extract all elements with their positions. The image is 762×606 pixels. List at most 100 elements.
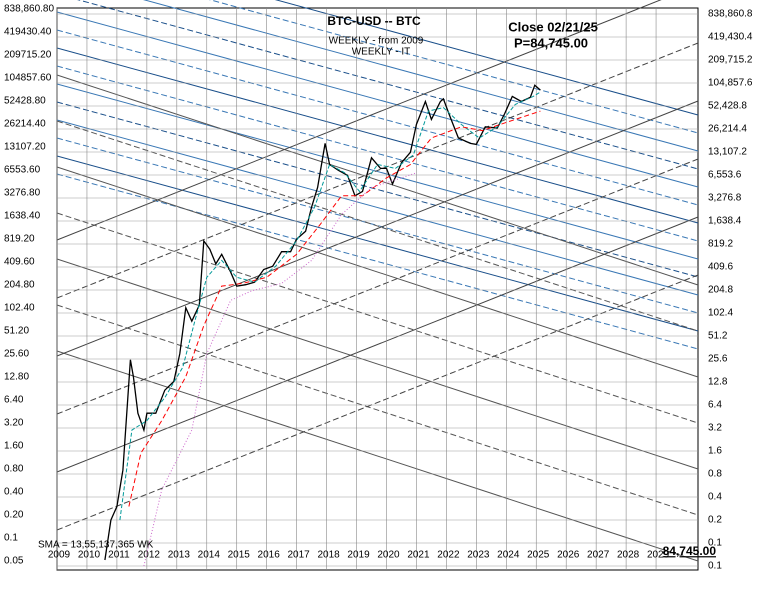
y2-tick-label: 13,107.2 [708, 147, 747, 158]
y2-tick-label: 6,553.6 [708, 170, 742, 181]
x-tick-label: 2023 [467, 550, 490, 561]
x-tick-label: 2009 [48, 550, 71, 561]
y2-tick-label: 3.2 [708, 423, 722, 434]
y2-tick-label: 209,715.2 [708, 55, 753, 66]
channel-lines [56, 0, 699, 562]
x-tick-label: 2026 [557, 550, 580, 561]
x-tick-label: 2027 [587, 550, 610, 561]
y2-tick-label: 3,276.8 [708, 193, 742, 204]
channel-line [77, 0, 699, 170]
channel-line [56, 216, 699, 473]
y-tick-label: 838,860.80 [4, 4, 54, 15]
y-tick-label: 104857.60 [4, 73, 52, 84]
x-tick-label: 2020 [377, 550, 400, 561]
x-tick-label: 2013 [168, 550, 191, 561]
y2-tick-label: 102.4 [708, 308, 733, 319]
y2-tick-label: 0.8 [708, 469, 722, 480]
y-tick-label: 419430.40 [4, 27, 52, 38]
y2-tick-label: 419,430.4 [708, 32, 753, 43]
series-line [119, 91, 541, 521]
y-tick-label: 3276.80 [4, 188, 41, 199]
y-tick-label: 409.60 [4, 257, 35, 268]
y2-tick-label: 838,860.8 [708, 9, 753, 20]
x-tick-label: 2014 [198, 550, 221, 561]
channel-line [56, 100, 699, 357]
channel-line [56, 101, 699, 278]
y-tick-label: 0.05 [4, 556, 24, 567]
y-tick-label: 204.80 [4, 280, 35, 291]
x-tick-label: 2015 [228, 550, 251, 561]
y2-tick-label: 0.1 [708, 561, 722, 572]
channel-line [56, 258, 699, 470]
y2-tick-label: 25.6 [708, 354, 728, 365]
y-tick-label: 819.20 [4, 234, 35, 245]
subtitle: WEEKLY - IT [352, 47, 411, 58]
channel-line [56, 158, 699, 415]
y2-tick-label: 0.1 [708, 538, 722, 549]
channel-line [56, 120, 699, 332]
y-tick-label: 3.20 [4, 418, 24, 429]
y-tick-label: 25.60 [4, 349, 29, 360]
y-tick-label: 12.80 [4, 372, 29, 383]
y-tick-label: 6553.60 [4, 165, 41, 176]
x-tick-label: 2019 [347, 550, 370, 561]
channel-line [56, 137, 699, 314]
y-tick-label: 1.60 [4, 441, 24, 452]
y2-tick-label: 6.4 [708, 400, 722, 411]
y-tick-label: 51.20 [4, 326, 29, 337]
x-tick-label: 2021 [407, 550, 430, 561]
channel-line [56, 11, 699, 188]
channel-line [56, 74, 699, 286]
y-tick-label: 0.1 [4, 533, 18, 544]
y-tick-label: 0.40 [4, 487, 24, 498]
channel-line [56, 274, 699, 531]
y2-tick-label: 819.2 [708, 239, 733, 250]
price-label: P=84,745.00 [514, 35, 588, 50]
x-tick-label: 2018 [317, 550, 340, 561]
x-tick-label: 2011 [108, 550, 130, 561]
x-tick-label: 2025 [527, 550, 550, 561]
channel-line [56, 304, 699, 516]
x-tick-label: 2012 [138, 550, 161, 561]
channel-line [56, 0, 662, 241]
channel-line [56, 65, 699, 242]
y2-tick-label: 409.6 [708, 262, 733, 273]
channel-line [56, 166, 699, 378]
channel-line [208, 0, 699, 134]
channel-line [56, 212, 699, 424]
y2-tick-label: 26,214.4 [708, 124, 747, 135]
y-tick-label: 52428.80 [4, 96, 46, 107]
y-tick-label: 6.40 [4, 395, 24, 406]
y-tick-label: 1638.40 [4, 211, 41, 222]
channel-line [56, 29, 699, 206]
x-tick-label: 2017 [288, 550, 311, 561]
y-tick-label: 209715.20 [4, 50, 52, 61]
y2-tick-label: 1.6 [708, 446, 722, 457]
x-tick-label: 2028 [617, 550, 640, 561]
channel-line [56, 42, 699, 299]
y-tick-label: 0.20 [4, 510, 24, 521]
y-tick-label: 26214.40 [4, 119, 46, 130]
channel-line [274, 0, 699, 116]
x-tick-label: 2010 [78, 550, 101, 561]
x-tick-label: 2029 [647, 550, 670, 561]
y-tick-label: 0.80 [4, 464, 24, 475]
channel-line [56, 119, 699, 296]
channel-line [56, 350, 699, 562]
channel-line [56, 47, 699, 224]
channel-line [56, 155, 699, 332]
chart-title: BTC-USD -- BTC [327, 14, 421, 28]
subtitle: WEEKLY - from 2009 [329, 36, 424, 47]
series-line [128, 110, 541, 507]
channel-line [56, 83, 699, 260]
x-tick-label: 2024 [497, 550, 520, 561]
y2-tick-label: 204.8 [708, 285, 733, 296]
channel-line [56, 173, 699, 350]
last-price: 84,745.00 [663, 544, 717, 558]
y2-tick-label: 51.2 [708, 331, 728, 342]
sma-label: SMA = 13,55,137,365 WK [38, 540, 154, 551]
y2-tick-label: 12.8 [708, 377, 728, 388]
x-tick-label: 2016 [258, 550, 281, 561]
series-line [104, 84, 541, 561]
